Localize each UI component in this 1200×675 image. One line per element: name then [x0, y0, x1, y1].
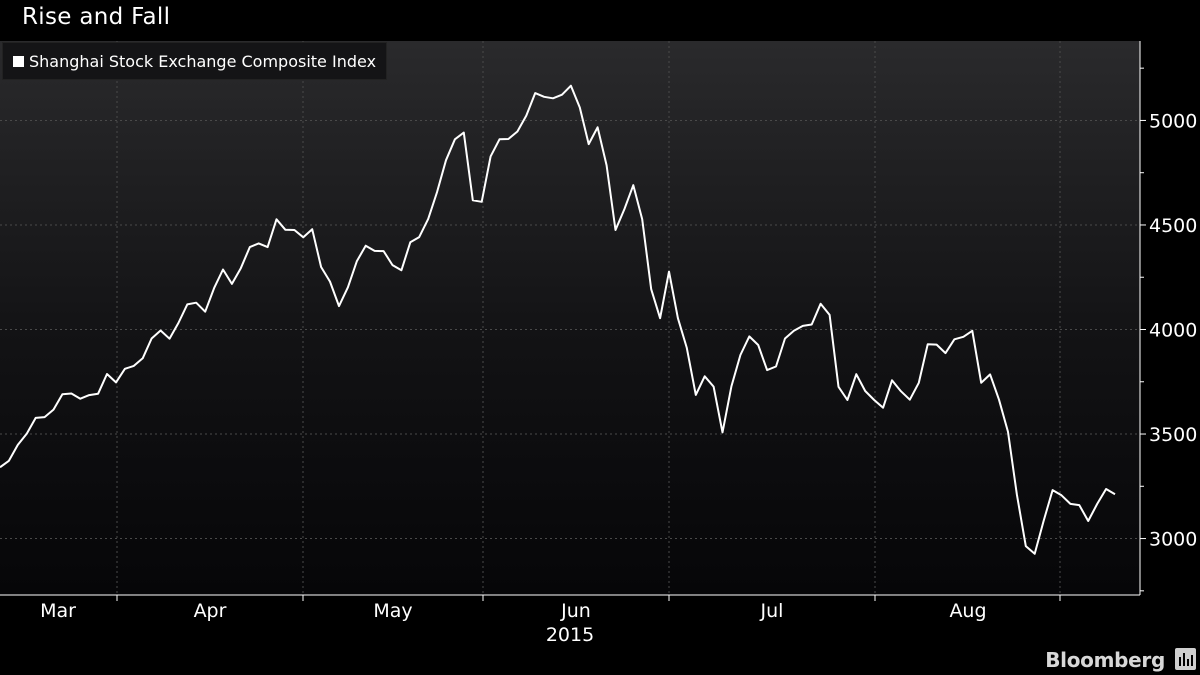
y-tick-label: 4500 [1149, 215, 1197, 237]
bloomberg-icon [1175, 648, 1196, 670]
y-tick-label: 3500 [1149, 424, 1197, 446]
legend-label: Shanghai Stock Exchange Composite Index [29, 51, 377, 71]
bloomberg-logo: Bloomberg [1045, 648, 1165, 672]
series-line [0, 84, 1116, 555]
x-year-label: 2015 [546, 624, 594, 646]
x-tick-label: Aug [949, 600, 986, 622]
plot-area [0, 41, 1140, 595]
y-tick-label: 5000 [1149, 110, 1197, 132]
chart-title: Rise and Fall [22, 4, 171, 30]
x-tick-label: Apr [194, 600, 227, 622]
y-tick-label: 3000 [1149, 529, 1197, 551]
legend-swatch [13, 55, 24, 67]
legend: Shanghai Stock Exchange Composite Index [2, 42, 388, 80]
x-tick-label: Mar [40, 600, 76, 622]
x-tick-label: Jul [760, 600, 784, 622]
y-tick-label: 4000 [1149, 319, 1197, 341]
x-tick-label: May [373, 600, 412, 622]
x-tick-label: Jun [560, 600, 591, 622]
